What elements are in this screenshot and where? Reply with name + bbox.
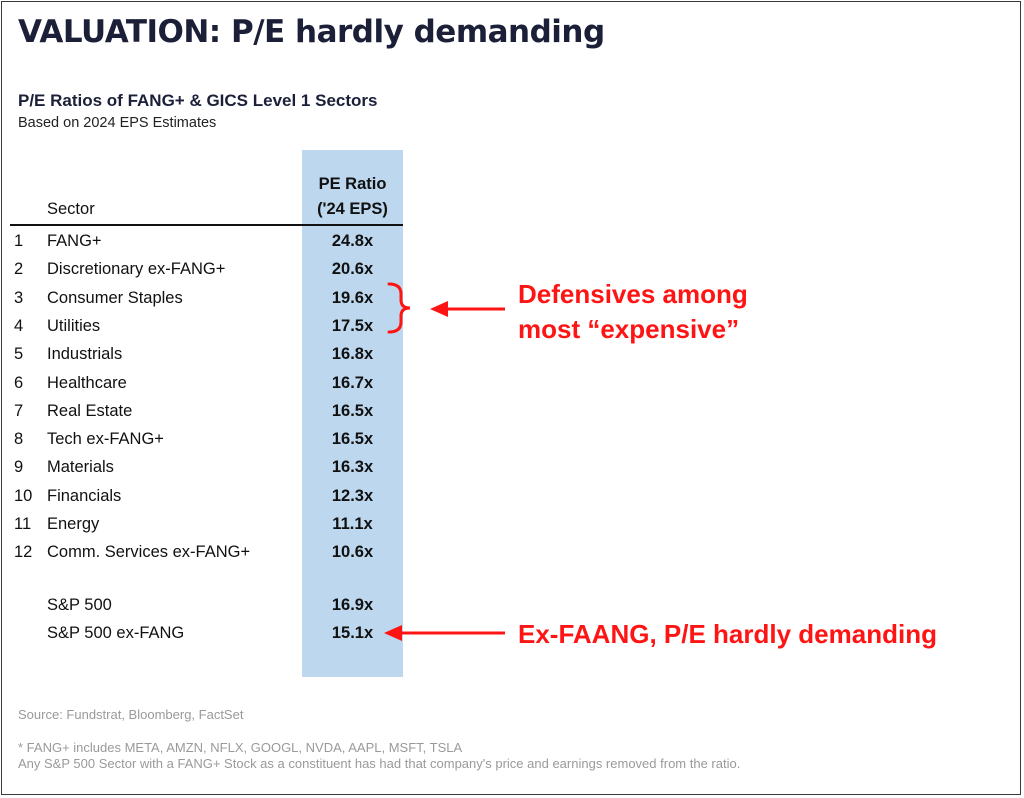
table-row: 11 Energy 11.1x [0,511,420,539]
row-pe-value: 24.8x [331,232,374,250]
row-sector: Real Estate [47,401,133,420]
table-row: 4 Utilities 17.5x [0,313,420,341]
table-row: 3 Consumer Staples 19.6x [0,285,420,313]
table-row: 8 Tech ex-FANG+ 16.5x [0,426,420,454]
row-rank: 8 [14,430,24,449]
row-sector: Tech ex-FANG+ [47,430,164,449]
annotation-defensives-line2: most “expensive” [518,314,740,344]
row-rank: 2 [14,260,24,279]
summary-row: S&P 500 ex-FANG 15.1x [0,620,420,648]
row-pe-value: 12.3x [331,486,374,505]
row-rank: 5 [14,345,24,364]
sector-header: Sector [47,200,95,218]
row-sector: Consumer Staples [47,288,183,307]
table-row: 12 Comm. Services ex-FANG+ 10.6x [0,539,420,567]
row-pe-value: 19.6x [331,288,374,307]
pe-column-highlight [302,150,403,677]
pe-header-line2: ('24 EPS) [317,200,388,218]
table-row: 10 Financials 12.3x [0,483,420,511]
row-rank: 4 [14,316,24,335]
header-rule [10,224,403,226]
table-subtitle: Based on 2024 EPS Estimates [18,115,217,131]
row-pe-value: 16.5x [331,430,374,449]
row-sector: Comm. Services ex-FANG+ [47,543,251,562]
row-sector: Materials [47,458,114,477]
row-rank: 3 [14,288,24,307]
annotation-ex-faang: Ex-FAANG, P/E hardly demanding [518,619,937,649]
row-pe-value: 16.8x [331,345,374,364]
row-rank: 6 [14,373,24,392]
row-pe-value: 10.6x [331,543,374,562]
row-pe-value: 20.6x [331,260,374,279]
arrow-icon-defensives [430,301,505,317]
row-pe-value: 16.3x [331,458,374,477]
row-rank: 12 [14,543,33,562]
row-rank: 1 [14,232,24,250]
summary-row: S&P 500 16.9x [0,592,420,620]
row-pe-value: 16.7x [331,373,374,392]
row-sector: Discretionary ex-FANG+ [47,260,226,279]
row-sector: FANG+ [47,232,102,250]
row-pe-value: 11.1x [332,515,373,533]
footnote-1: * FANG+ includes META, AMZN, NFLX, GOOGL… [18,740,463,755]
arrow-icon-ex-faang [384,625,505,641]
table-title: P/E Ratios of FANG+ & GICS Level 1 Secto… [18,91,378,110]
row-rank: 10 [14,486,33,505]
row-rank: 9 [14,458,24,477]
table-row: 5 Industrials 16.8x [0,341,420,369]
pe-header-line1: PE Ratio [318,175,387,193]
summary-pe-value: 15.1x [331,624,374,642]
summary-sector: S&P 500 [47,596,112,614]
row-sector: Financials [47,486,122,505]
table-row: 6 Healthcare 16.7x [0,370,420,398]
brace-icon [387,282,411,334]
summary-pe-value: 16.9x [331,596,374,614]
footnote-2: Any S&P 500 Sector with a FANG+ Stock as… [18,756,741,771]
row-sector: Utilities [47,316,101,335]
row-sector: Industrials [47,345,123,364]
row-sector: Healthcare [47,373,127,392]
row-sector: Energy [47,515,100,533]
table-row: 2 Discretionary ex-FANG+ 20.6x [0,256,420,284]
summary-sector: S&P 500 ex-FANG [47,624,185,642]
slide-title: VALUATION: P/E hardly demanding [18,14,605,50]
source-note: Source: Fundstrat, Bloomberg, FactSet [18,707,244,722]
table-row: 7 Real Estate 16.5x [0,398,420,426]
row-pe-value: 17.5x [331,316,374,335]
row-pe-value: 16.5x [331,401,374,420]
row-rank: 7 [14,401,24,420]
annotation-defensives-line1: Defensives among [518,279,748,309]
table-row: 1 FANG+ 24.8x [0,228,420,256]
table-row: 9 Materials 16.3x [0,454,420,482]
row-rank: 11 [14,515,32,533]
